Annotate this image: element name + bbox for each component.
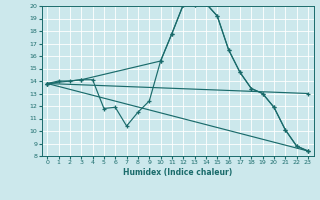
X-axis label: Humidex (Indice chaleur): Humidex (Indice chaleur) xyxy=(123,168,232,177)
